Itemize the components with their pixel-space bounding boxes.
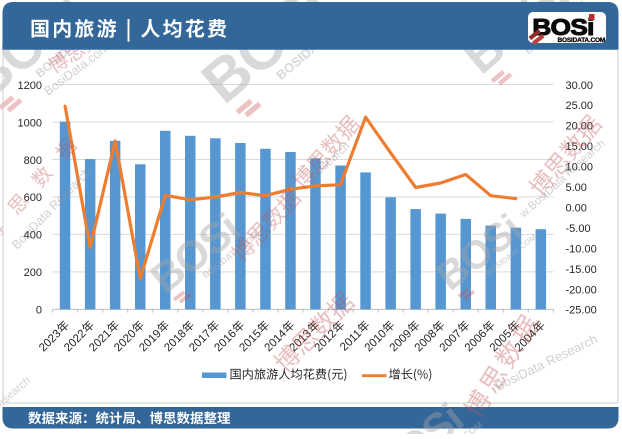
svg-text:400: 400 xyxy=(24,230,42,242)
svg-text:-25.00: -25.00 xyxy=(566,305,597,317)
svg-text:30.00: 30.00 xyxy=(566,80,594,92)
svg-text:200: 200 xyxy=(24,267,42,279)
svg-text:0: 0 xyxy=(36,305,42,317)
svg-text:-20.00: -20.00 xyxy=(566,284,597,296)
svg-text:-10.00: -10.00 xyxy=(566,243,597,255)
svg-text:1000: 1000 xyxy=(18,117,42,129)
svg-text:10.00: 10.00 xyxy=(566,162,594,174)
svg-text:25.00: 25.00 xyxy=(566,100,594,112)
svg-text:800: 800 xyxy=(24,155,42,167)
svg-text:600: 600 xyxy=(24,192,42,204)
svg-text:-15.00: -15.00 xyxy=(566,264,597,276)
svg-text:BOSIDATA.COM: BOSIDATA.COM xyxy=(558,37,606,44)
svg-text:BOSi: BOSi xyxy=(532,15,594,40)
svg-text:0.00: 0.00 xyxy=(566,203,587,215)
svg-text:-5.00: -5.00 xyxy=(566,223,591,235)
svg-text:5.00: 5.00 xyxy=(566,182,587,194)
svg-text:1200: 1200 xyxy=(18,80,42,92)
